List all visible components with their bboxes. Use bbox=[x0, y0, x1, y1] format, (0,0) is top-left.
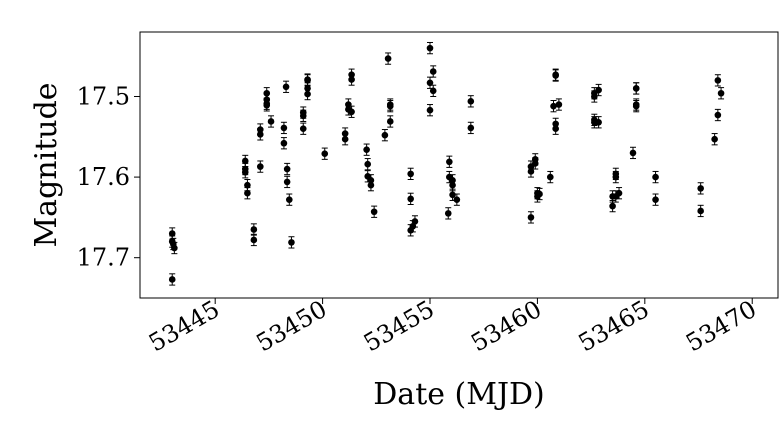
data-point bbox=[629, 149, 637, 157]
data-point bbox=[555, 101, 563, 108]
data-point bbox=[632, 85, 640, 92]
x-tick-label: 53455 bbox=[359, 295, 439, 357]
data-point bbox=[711, 135, 718, 143]
data-point bbox=[168, 276, 176, 283]
data-point bbox=[652, 173, 659, 181]
data-point bbox=[386, 102, 394, 110]
data-point bbox=[697, 185, 704, 192]
data-point bbox=[552, 120, 559, 128]
data-point bbox=[267, 118, 275, 125]
data-point bbox=[283, 165, 291, 173]
data-point bbox=[280, 139, 288, 147]
data-point bbox=[241, 165, 249, 173]
data-point bbox=[609, 202, 616, 210]
data-point bbox=[612, 173, 620, 181]
data-point bbox=[171, 244, 178, 252]
data-point bbox=[299, 112, 307, 120]
data-point bbox=[263, 100, 271, 108]
data-point bbox=[348, 76, 355, 83]
data-point bbox=[244, 189, 251, 197]
data-point bbox=[453, 196, 461, 203]
data-point bbox=[367, 181, 375, 189]
data-point bbox=[256, 163, 264, 170]
data-point bbox=[370, 208, 378, 216]
data-point bbox=[615, 189, 623, 197]
data-point bbox=[446, 158, 453, 166]
data-point bbox=[348, 108, 355, 116]
data-point bbox=[285, 196, 293, 203]
data-point bbox=[449, 191, 456, 199]
data-point bbox=[280, 124, 288, 132]
data-point bbox=[363, 146, 370, 153]
data-point bbox=[168, 230, 176, 237]
data-point bbox=[411, 218, 419, 225]
data-point bbox=[449, 181, 456, 189]
data-point bbox=[299, 125, 307, 133]
x-tick-label: 53460 bbox=[466, 295, 546, 357]
data-point bbox=[381, 131, 389, 139]
data-point bbox=[288, 239, 295, 246]
data-point bbox=[632, 102, 640, 110]
data-point bbox=[595, 118, 602, 126]
y-tick-label: 17.5 bbox=[77, 82, 130, 110]
data-point bbox=[282, 83, 290, 91]
data-point bbox=[550, 102, 557, 110]
data-point bbox=[407, 170, 414, 178]
data-point bbox=[364, 160, 372, 168]
data-point bbox=[429, 87, 437, 95]
data-point bbox=[407, 195, 414, 203]
data-point bbox=[386, 118, 394, 125]
data-point bbox=[250, 226, 258, 233]
data-point bbox=[536, 190, 543, 198]
data-point bbox=[714, 111, 722, 119]
data-point bbox=[595, 86, 602, 94]
data-point bbox=[426, 106, 434, 114]
x-tick-label: 53445 bbox=[144, 295, 224, 357]
x-tick-label: 53470 bbox=[681, 295, 761, 357]
x-axis-label: Date (MJD) bbox=[373, 377, 545, 412]
data-point bbox=[256, 126, 264, 133]
y-tick-label: 17.7 bbox=[77, 244, 130, 272]
data-point bbox=[341, 135, 349, 143]
data-point bbox=[429, 68, 437, 75]
x-tick-label: 53450 bbox=[251, 295, 331, 357]
data-point bbox=[426, 44, 434, 52]
plot-frame bbox=[139, 31, 779, 299]
data-point bbox=[717, 89, 725, 97]
data-point bbox=[304, 77, 311, 84]
data-point bbox=[552, 71, 559, 79]
data-point bbox=[384, 55, 392, 62]
data-point bbox=[444, 210, 452, 217]
y-tick-label: 17.6 bbox=[77, 163, 130, 191]
data-point bbox=[250, 236, 258, 244]
data-point bbox=[304, 85, 311, 92]
data-point bbox=[263, 89, 271, 97]
data-point bbox=[652, 196, 659, 203]
data-point bbox=[531, 160, 539, 167]
data-point bbox=[527, 214, 535, 221]
data-point bbox=[697, 207, 704, 215]
data-point bbox=[467, 98, 475, 105]
data-point bbox=[321, 150, 329, 158]
data-point bbox=[283, 178, 291, 186]
data-point bbox=[467, 124, 475, 132]
x-tick-label: 53465 bbox=[574, 295, 654, 357]
data-point bbox=[244, 181, 251, 189]
y-axis-label: Magnitude bbox=[29, 82, 64, 247]
data-point bbox=[241, 157, 249, 165]
data-point bbox=[546, 173, 554, 181]
data-point bbox=[426, 79, 434, 87]
data-point bbox=[714, 77, 722, 84]
